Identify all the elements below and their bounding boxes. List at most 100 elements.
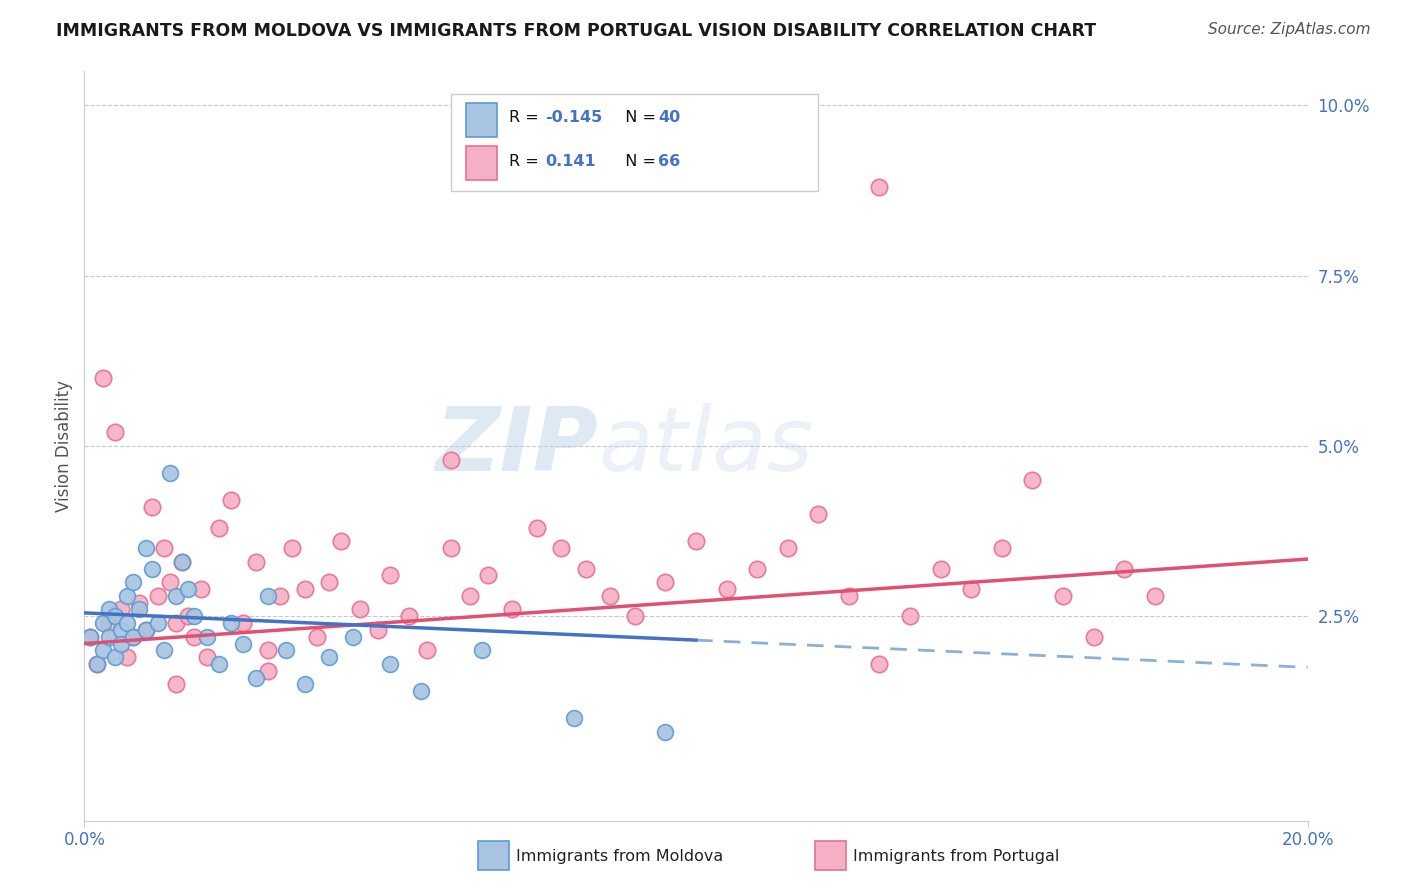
Text: R =: R = bbox=[509, 111, 544, 125]
Point bbox=[153, 643, 176, 657]
Point bbox=[257, 589, 280, 603]
Point bbox=[305, 630, 328, 644]
Point bbox=[91, 371, 114, 385]
Bar bbox=[465, 103, 496, 136]
Text: IMMIGRANTS FROM MOLDOVA VS IMMIGRANTS FROM PORTUGAL VISION DISABILITY CORRELATIO: IMMIGRANTS FROM MOLDOVA VS IMMIGRANTS FR… bbox=[56, 22, 1097, 40]
Text: Immigrants from Moldova: Immigrants from Moldova bbox=[516, 849, 723, 863]
Point bbox=[575, 561, 598, 575]
Point bbox=[624, 609, 647, 624]
Point bbox=[807, 507, 830, 521]
Point bbox=[776, 541, 799, 556]
Point bbox=[330, 534, 353, 549]
Point bbox=[97, 616, 120, 631]
Point bbox=[1052, 589, 1074, 603]
Point bbox=[135, 541, 157, 556]
Text: Immigrants from Portugal: Immigrants from Portugal bbox=[853, 849, 1060, 863]
Point bbox=[183, 609, 205, 624]
Point bbox=[128, 596, 150, 610]
Point bbox=[146, 616, 169, 631]
Point bbox=[599, 589, 621, 603]
Point bbox=[122, 575, 145, 590]
Point bbox=[838, 589, 860, 603]
Point bbox=[257, 664, 280, 678]
Point bbox=[477, 568, 499, 582]
Point bbox=[183, 630, 205, 644]
Point bbox=[165, 677, 187, 691]
Text: -0.145: -0.145 bbox=[546, 111, 603, 125]
Point bbox=[245, 555, 267, 569]
Point bbox=[991, 541, 1014, 556]
Point bbox=[502, 602, 524, 616]
Point bbox=[1143, 589, 1166, 603]
Point bbox=[97, 630, 120, 644]
Point bbox=[190, 582, 212, 596]
Point bbox=[177, 582, 200, 596]
Point bbox=[104, 609, 127, 624]
Point bbox=[122, 630, 145, 644]
Point bbox=[960, 582, 983, 596]
Point bbox=[195, 650, 218, 665]
Point bbox=[86, 657, 108, 671]
Point bbox=[380, 657, 402, 671]
Bar bbox=[465, 146, 496, 180]
Point bbox=[115, 650, 138, 665]
Text: R =: R = bbox=[509, 153, 544, 169]
Point bbox=[416, 643, 439, 657]
Point bbox=[110, 623, 132, 637]
Point bbox=[79, 630, 101, 644]
Point bbox=[869, 180, 891, 194]
Point bbox=[349, 602, 371, 616]
Point bbox=[195, 630, 218, 644]
Point bbox=[115, 589, 138, 603]
Point bbox=[869, 657, 891, 671]
Point bbox=[141, 561, 163, 575]
Point bbox=[294, 677, 316, 691]
Point bbox=[122, 630, 145, 644]
Point bbox=[440, 541, 463, 556]
Point bbox=[165, 616, 187, 631]
Point bbox=[232, 636, 254, 650]
Point bbox=[276, 643, 298, 657]
Point bbox=[550, 541, 572, 556]
Text: atlas: atlas bbox=[598, 403, 813, 489]
Point bbox=[79, 630, 101, 644]
Point bbox=[1083, 630, 1105, 644]
Point bbox=[526, 521, 548, 535]
Point bbox=[172, 555, 194, 569]
Point bbox=[91, 616, 114, 631]
Point bbox=[367, 623, 389, 637]
Point bbox=[409, 684, 432, 698]
Point bbox=[172, 555, 194, 569]
Bar bbox=[815, 841, 846, 870]
Point bbox=[562, 711, 585, 725]
Point bbox=[380, 568, 402, 582]
Text: 0.141: 0.141 bbox=[546, 153, 596, 169]
Y-axis label: Vision Disability: Vision Disability bbox=[55, 380, 73, 512]
Point bbox=[1114, 561, 1136, 575]
Point bbox=[165, 589, 187, 603]
FancyBboxPatch shape bbox=[451, 94, 818, 191]
Point bbox=[318, 650, 340, 665]
Text: 66: 66 bbox=[658, 153, 681, 169]
Text: ZIP: ZIP bbox=[436, 402, 598, 490]
Point bbox=[153, 541, 176, 556]
Point bbox=[471, 643, 494, 657]
Point bbox=[86, 657, 108, 671]
Text: N =: N = bbox=[616, 111, 661, 125]
Bar bbox=[478, 841, 509, 870]
Point bbox=[257, 643, 280, 657]
Point bbox=[232, 616, 254, 631]
Point bbox=[281, 541, 304, 556]
Point bbox=[104, 425, 127, 440]
Point bbox=[294, 582, 316, 596]
Point bbox=[219, 616, 242, 631]
Point bbox=[458, 589, 481, 603]
Point bbox=[318, 575, 340, 590]
Point bbox=[1021, 473, 1043, 487]
Point bbox=[110, 636, 132, 650]
Point bbox=[104, 650, 127, 665]
Point bbox=[342, 630, 364, 644]
Point bbox=[135, 623, 157, 637]
Point bbox=[654, 725, 676, 739]
Point bbox=[159, 467, 181, 481]
